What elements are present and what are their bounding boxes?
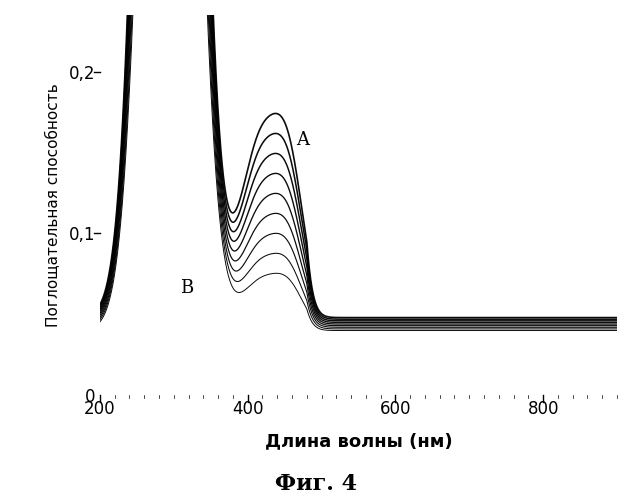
- Text: A: A: [296, 132, 308, 150]
- Y-axis label: Поглощательная способность: Поглощательная способность: [47, 83, 61, 327]
- Text: Фиг. 4: Фиг. 4: [275, 473, 357, 495]
- X-axis label: Длина волны (нм): Длина волны (нм): [265, 432, 453, 450]
- Text: B: B: [181, 280, 194, 297]
